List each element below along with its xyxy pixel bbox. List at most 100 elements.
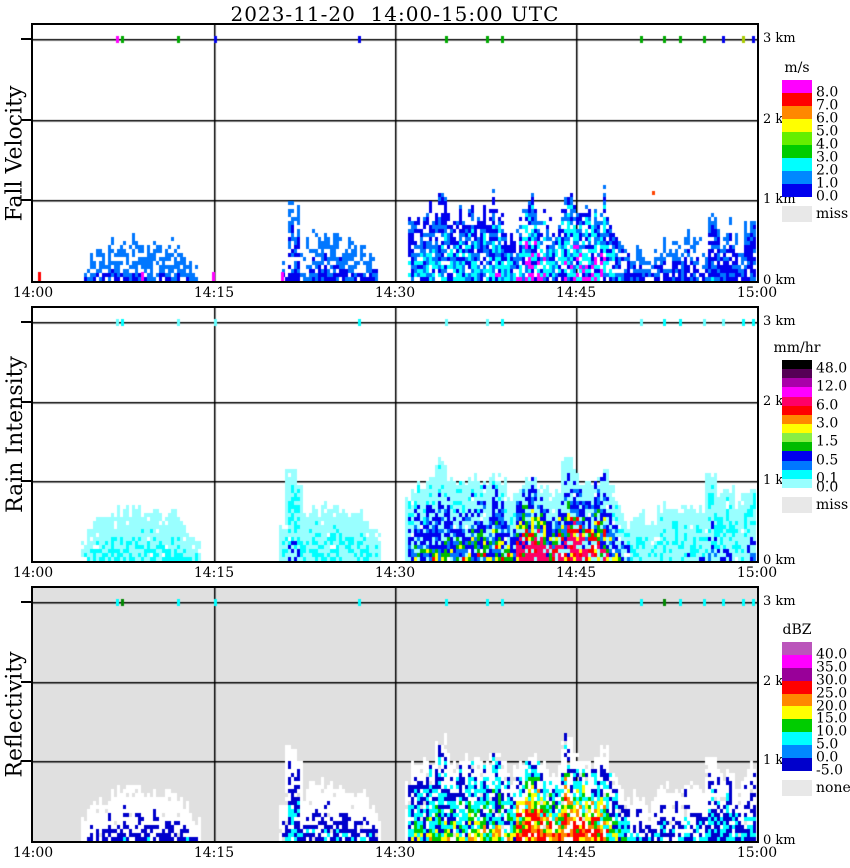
colorbar-tick-label: 15.0 (816, 710, 848, 727)
colorbar-tick-labels: 48.0 12.0 6.0 3.0 1.5 0.5 0.1 0.0 (816, 360, 850, 513)
colorbar-segment (782, 145, 812, 158)
missing-color-swatch (782, 497, 812, 513)
colorbar-missing-entry: none (782, 780, 850, 796)
colorbar-tick-label: 0.0 (816, 479, 839, 496)
colorbar-segment (782, 132, 812, 145)
colorbar-tick-labels: 8.0 7.0 6.0 5.0 4.0 3.0 2.0 1.0 0.0 (816, 80, 850, 222)
time-tick-label: 14:00 (12, 565, 54, 581)
colorbar-segment (782, 442, 812, 452)
height-axis-ticks-3 (21, 588, 33, 841)
height-tick-label: 3 km (763, 594, 796, 610)
time-tick-label: 14:00 (12, 285, 54, 301)
panel-rain-intensity: 3 km 2 km 1 km 0 km (21, 306, 796, 568)
time-tick-label: 15:00 (736, 285, 778, 301)
colorbar-segment (782, 106, 812, 119)
time-tick-label: 14:15 (193, 285, 235, 301)
height-tick-mark (21, 680, 31, 683)
colorbar-rain-intensity: mm/hr 48.0 12.0 6.0 3.0 1.5 0.5 0.1 0.0 miss (774, 340, 848, 513)
colorbar-segment (782, 469, 812, 479)
time-tick-label: 14:45 (555, 845, 597, 861)
missing-label: miss (816, 497, 849, 513)
height-tick-mark (21, 38, 31, 40)
colorbar-tick-label: 2.0 (816, 162, 839, 179)
colorbar-unit-label: mm/hr (773, 340, 821, 356)
colorbar-tick-label: 5.0 (816, 123, 839, 140)
colorbar-tick-label: 25.0 (816, 684, 848, 701)
colorbar-segment (782, 414, 812, 424)
colorbar-tick-label: 6.0 (816, 397, 839, 414)
colorbar-missing-entry: miss (782, 206, 848, 222)
colorbar-segment (782, 360, 812, 370)
figure-title: 2023-11-20 14:00-15:00 UTC (230, 2, 560, 26)
colorbar-tick-label: 3.0 (816, 149, 839, 166)
colorbar-unit-label: m/s (784, 60, 810, 76)
height-tick-mark (21, 400, 31, 403)
time-axis-panel-2: 14:00 14:15 14:30 14:45 15:00 (13, 565, 777, 581)
colorbar-unit-label: dBZ (782, 622, 812, 638)
colorbar-segment (782, 433, 812, 443)
colorbar-tick-label: 0.5 (816, 451, 839, 468)
colorbar-segment (782, 654, 812, 668)
colorbar-tick-label: 5.0 (816, 736, 839, 753)
colorbar-tick-label: -5.0 (816, 762, 843, 779)
colorbar-segment (782, 119, 812, 132)
colorbar-segment (782, 396, 812, 406)
colorbar-segment (782, 451, 812, 461)
colorbar-segment (782, 719, 812, 733)
time-tick-label: 14:45 (555, 285, 597, 301)
colorbar-segment (782, 423, 812, 434)
time-tick-label: 14:45 (555, 565, 597, 581)
colorbar-segment (782, 158, 812, 171)
time-tick-label: 15:00 (736, 845, 778, 861)
colorbar-tick-label: 35.0 (816, 659, 848, 676)
height-tick-label: 0 km (763, 833, 796, 849)
height-tick-mark (21, 760, 31, 763)
colorbar-tick-label: 1.0 (816, 175, 839, 192)
missing-label: none (816, 780, 850, 796)
colorbar-segment (782, 667, 812, 681)
colorbar-segment (782, 642, 812, 655)
height-tick-label: 0 km (763, 553, 796, 569)
time-tick-label: 14:15 (193, 565, 235, 581)
height-axis-ticks-2 (21, 308, 33, 561)
height-tick-mark (21, 601, 31, 603)
missing-color-swatch (782, 780, 812, 796)
colorbar-segment (782, 680, 812, 694)
colorbar-segment (782, 460, 812, 470)
colorbar-missing-entry: miss (782, 497, 848, 513)
rain-intensity-heatmap (33, 308, 757, 561)
time-tick-label: 14:15 (193, 845, 235, 861)
height-tick-mark (21, 480, 31, 483)
colorbar-fall-velocity: m/s 8.0 7.0 6.0 5.0 4.0 3.0 2.0 1.0 0.0 miss (782, 60, 848, 222)
reflectivity-heatmap (33, 588, 757, 841)
colorbar-segment (782, 387, 812, 397)
colorbar-segment (782, 732, 812, 746)
colorbar-segment (782, 758, 812, 771)
colorbar-swatches (782, 360, 812, 488)
colorbar-tick-label: 8.0 (816, 84, 839, 101)
height-axis-ticks-1 (21, 25, 33, 281)
colorbar-tick-label: 48.0 (816, 360, 848, 377)
colorbar-tick-label: 0.0 (816, 749, 839, 766)
time-tick-label: 14:00 (12, 845, 54, 861)
colorbar-segment (782, 378, 812, 388)
colorbar-swatches (782, 642, 812, 771)
colorbar-segment (782, 93, 812, 106)
colorbar-tick-labels: 40.0 35.0 30.0 25.0 20.0 15.0 10.0 5.0 0.0 -5.0 (816, 642, 850, 796)
colorbar-tick-label: 4.0 (816, 136, 839, 153)
panel-fall-velocity: 3 km 2 km 1 km 0 km (21, 23, 796, 288)
colorbar-tick-label: 20.0 (816, 697, 848, 714)
time-tick-label: 14:30 (374, 845, 416, 861)
colorbar-segment (782, 369, 812, 379)
colorbar-segment (782, 478, 812, 488)
colorbar-segment (782, 405, 812, 415)
colorbar-tick-label: 40.0 (816, 646, 848, 663)
time-tick-label: 14:30 (374, 565, 416, 581)
colorbar-reflectivity: dBZ 40.0 35.0 30.0 25.0 20.0 15.0 10.0 5.0 0.0 -5… (782, 622, 850, 796)
colorbar-tick-label: 10.0 (816, 723, 848, 740)
colorbar-segment (782, 706, 812, 720)
colorbar-segment (782, 80, 812, 93)
colorbar-segment (782, 171, 812, 184)
missing-label: miss (816, 206, 849, 222)
